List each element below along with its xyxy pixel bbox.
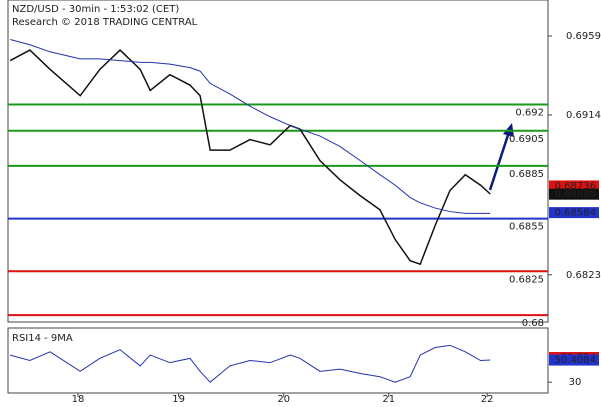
price-line xyxy=(10,39,491,214)
rsi-frame xyxy=(7,327,549,394)
x-tick-label: 19 xyxy=(172,394,185,405)
level-label: 0.6825 xyxy=(509,274,544,285)
chart-subtitle: Research © 2018 TRADING CENTRAL xyxy=(12,17,198,28)
price-marker xyxy=(549,354,599,366)
price-marker xyxy=(549,188,599,200)
price-marker-label: 0.68736 xyxy=(555,181,596,192)
x-tick-label: 20 xyxy=(277,394,290,405)
y-tick-label: 0.6823 xyxy=(566,270,601,281)
level-label: 0.6885 xyxy=(509,169,544,180)
x-tick-label: 22 xyxy=(481,394,494,405)
x-tick-label: 21 xyxy=(382,394,395,405)
level-label: 0.6855 xyxy=(509,222,544,233)
price-marker-label: 50.4084 xyxy=(555,355,596,366)
price-line xyxy=(9,48,491,266)
price-marker-label: 0.68584 xyxy=(555,208,596,219)
x-tick-label: 18 xyxy=(72,394,85,405)
level-label: 0.6905 xyxy=(509,134,544,145)
y-tick-label: 0.6959 xyxy=(566,31,601,42)
price-marker xyxy=(549,180,599,192)
level-label: 0.68 xyxy=(522,318,544,329)
rsi-line xyxy=(10,344,491,383)
price-marker-label: 0.68689 xyxy=(555,189,596,200)
level-label: 0.692 xyxy=(515,107,544,118)
y-tick-label: 0.6914 xyxy=(566,110,601,121)
price-frame xyxy=(7,0,549,323)
rsi-label: RSI14 - 9MA xyxy=(12,333,73,344)
price-marker xyxy=(549,207,599,219)
rsi-tick-label: 30 xyxy=(569,377,582,388)
chart-title: NZD/USD - 30min - 1:53:02 (CET) xyxy=(12,4,179,15)
